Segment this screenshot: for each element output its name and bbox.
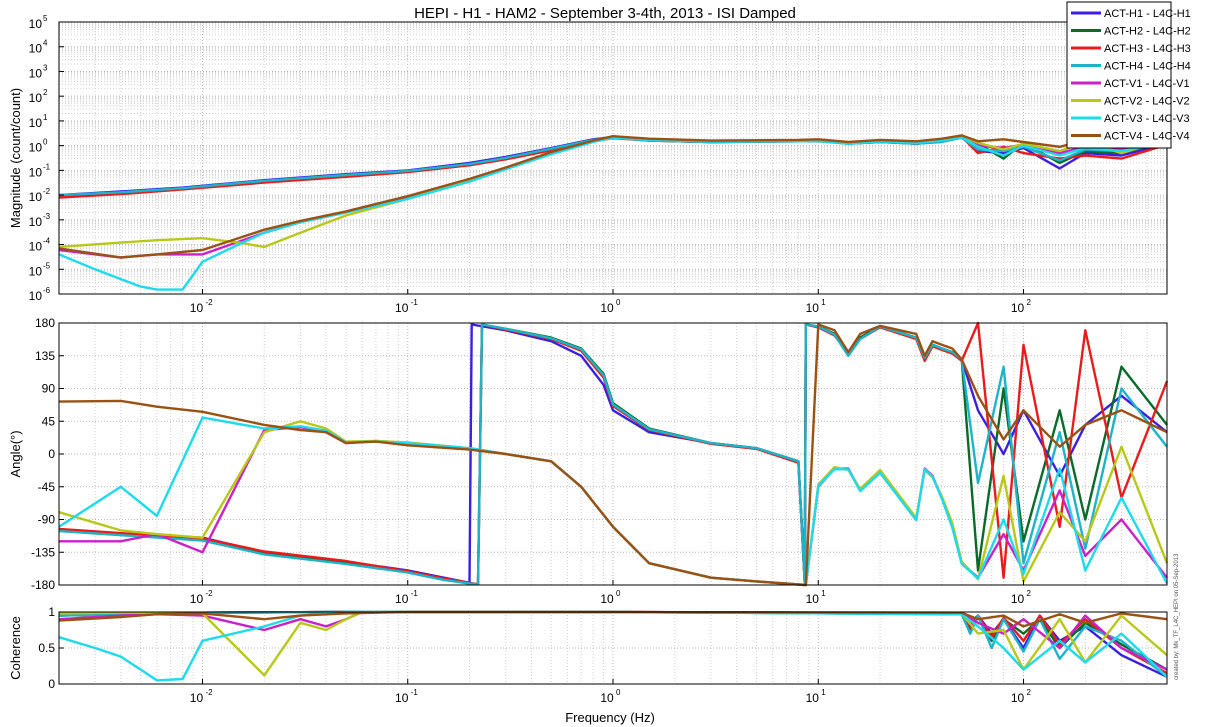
x-tick-label: 10: [1011, 592, 1025, 606]
x-tick-label: 10: [395, 301, 409, 315]
magnitude-axes: 10 -2 10 -1 10 0 10 1 10 210 -610 -510 -410 -310 -210-…: [8, 14, 1168, 315]
magnitude-series: [58, 134, 1168, 291]
y-tick-exponent: -5: [43, 261, 51, 270]
y-tick-exponent: 1: [43, 113, 48, 122]
x-tick-exponent: 2: [1027, 298, 1032, 307]
legend-box: [1066, 1, 1172, 149]
legend-entry-label: ACT-V4 - L4C-V4: [1104, 131, 1190, 143]
y-tick-label: 10: [29, 240, 43, 254]
y-tick-label: 10: [29, 116, 43, 130]
y-tick-label: 0: [48, 677, 55, 691]
x-tick-exponent: 0: [616, 298, 621, 307]
y-tick-label: 10: [29, 264, 43, 278]
phase-y-axis-label: Angle(°): [8, 430, 23, 477]
y-tick-exponent: -2: [43, 187, 51, 196]
legend-entry-label: ACT-V3 - L4C-V3: [1104, 113, 1190, 125]
series-line-act-v3-l4c-v3: [58, 136, 1168, 291]
x-tick-exponent: 1: [821, 298, 826, 307]
y-tick-label: -135: [31, 545, 55, 559]
x-tick-label: 10: [806, 691, 820, 705]
x-tick-label: 10: [190, 592, 204, 606]
y-tick-label: -45: [38, 480, 56, 494]
y-tick-label: 10: [29, 289, 43, 303]
x-tick-exponent: 1: [821, 688, 826, 697]
x-tick-exponent: -2: [205, 589, 213, 598]
y-tick-label: -180: [31, 578, 55, 592]
y-tick-label: 90: [42, 382, 56, 396]
series-line-act-v4-l4c-v4: [58, 134, 1168, 259]
x-tick-label: 10: [600, 592, 614, 606]
x-tick-exponent: -1: [411, 298, 419, 307]
chart-title: HEPI - H1 - HAM2 - September 3-4th, 2013…: [414, 5, 796, 22]
watermark-text: created by: Mk_TF_L4C_HEPI on 05-Sep-201…: [1174, 553, 1180, 680]
x-tick-exponent: -2: [205, 688, 213, 697]
y-tick-exponent: -6: [43, 286, 51, 295]
legend: ACT-H1 - L4C-H1 ACT-H2 - L4C-H2 ACT-H3 - L…: [1066, 1, 1191, 149]
y-tick-label: 10: [29, 66, 43, 80]
y-tick-exponent: 2: [43, 88, 48, 97]
x-tick-exponent: -1: [411, 688, 419, 697]
y-tick-label: 0.5: [38, 641, 55, 655]
legend-entry-label: ACT-H2 - L4C-H2: [1104, 26, 1191, 38]
legend-entry-label: ACT-H4 - L4C-H4: [1104, 61, 1191, 73]
legend-entry-label: ACT-V1 - L4C-V1: [1104, 78, 1190, 90]
y-tick-label: 10: [29, 17, 43, 31]
y-tick-label: -90: [38, 513, 56, 527]
phase-axes: 10 -2 10 -1 10 0 10 1 10 2-180-135-90-45045901351…: [8, 316, 1169, 606]
x-tick-label: 10: [395, 691, 409, 705]
magnitude-grid: [58, 21, 1168, 295]
y-tick-label: 180: [35, 316, 55, 330]
coherence-y-axis-label: Coherence: [8, 616, 23, 680]
y-tick-exponent: 5: [43, 14, 48, 23]
x-tick-exponent: 0: [616, 688, 621, 697]
legend-entry-label: ACT-H3 - L4C-H3: [1104, 43, 1191, 55]
y-tick-exponent: -4: [43, 237, 51, 246]
x-tick-label: 10: [600, 691, 614, 705]
y-tick-label: 10: [29, 190, 43, 204]
y-tick-exponent: -1: [43, 162, 51, 171]
series-line-act-h4-l4c-h4: [58, 323, 1168, 586]
legend-entry-label: ACT-V2 - L4C-V2: [1104, 96, 1190, 108]
axes-panels: 10 -2 10 -1 10 0 10 1 10 210 -610 -510 -410 -310 -210-…: [8, 14, 1169, 705]
x-tick-label: 10: [395, 592, 409, 606]
x-tick-exponent: 0: [616, 589, 621, 598]
x-tick-label: 10: [190, 691, 204, 705]
y-tick-label: 10: [29, 91, 43, 105]
y-tick-label: 1: [48, 605, 55, 619]
y-tick-label: 10: [29, 165, 43, 179]
x-tick-label: 10: [806, 301, 820, 315]
x-tick-exponent: -2: [205, 298, 213, 307]
x-tick-label: 10: [190, 301, 204, 315]
x-tick-exponent: -1: [411, 589, 419, 598]
x-tick-label: 10: [1011, 301, 1025, 315]
y-tick-exponent: 0: [43, 138, 48, 147]
x-tick-label: 10: [806, 592, 820, 606]
x-tick-label: 10: [600, 301, 614, 315]
y-tick-label: 135: [35, 349, 55, 363]
y-tick-exponent: 3: [43, 63, 48, 72]
y-tick-exponent: -3: [43, 212, 51, 221]
y-tick-exponent: 4: [43, 39, 48, 48]
legend-entry-label: ACT-H1 - L4C-H1: [1104, 8, 1191, 20]
y-tick-label: 10: [29, 42, 43, 56]
x-tick-label: 10: [1011, 691, 1025, 705]
y-tick-label: 0: [48, 447, 55, 461]
x-tick-exponent: 2: [1027, 688, 1032, 697]
magnitude-y-axis-label: Magnitude (count/count): [8, 88, 23, 228]
x-tick-exponent: 1: [821, 589, 826, 598]
y-tick-label: 10: [29, 215, 43, 229]
y-tick-label: 45: [42, 414, 56, 428]
x-tick-exponent: 2: [1027, 589, 1032, 598]
x-axis-label: Frequency (Hz): [565, 710, 655, 725]
y-tick-label: 10: [29, 141, 43, 155]
